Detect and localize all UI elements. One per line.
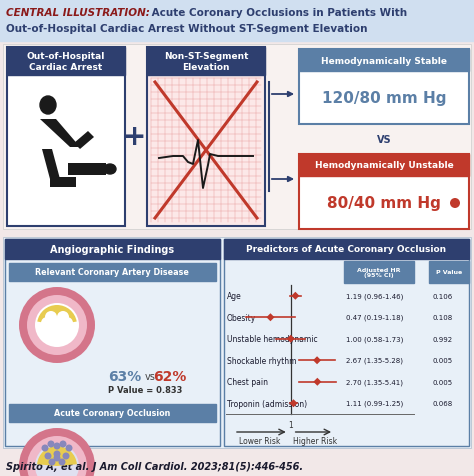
FancyBboxPatch shape: [3, 238, 471, 448]
Polygon shape: [74, 132, 94, 149]
Circle shape: [56, 323, 68, 335]
Text: 120/80 mm Hg: 120/80 mm Hg: [322, 91, 446, 106]
Circle shape: [41, 317, 53, 329]
Polygon shape: [40, 120, 80, 148]
FancyBboxPatch shape: [224, 239, 469, 446]
Circle shape: [51, 327, 63, 338]
FancyBboxPatch shape: [151, 79, 261, 223]
Wedge shape: [37, 446, 77, 466]
Circle shape: [65, 445, 73, 452]
Polygon shape: [68, 164, 106, 176]
Circle shape: [48, 458, 55, 466]
Text: vs: vs: [145, 371, 155, 381]
Circle shape: [45, 453, 52, 459]
Wedge shape: [37, 306, 77, 325]
Polygon shape: [290, 399, 298, 407]
FancyBboxPatch shape: [224, 239, 469, 259]
Text: 0.108: 0.108: [433, 315, 453, 320]
Polygon shape: [266, 314, 274, 322]
FancyBboxPatch shape: [147, 48, 265, 76]
FancyBboxPatch shape: [7, 48, 125, 227]
Text: Troponin (admission): Troponin (admission): [227, 399, 307, 408]
FancyBboxPatch shape: [344, 261, 414, 283]
Text: Hemodynamically Stable: Hemodynamically Stable: [321, 56, 447, 65]
Circle shape: [58, 458, 65, 466]
Text: 0.106: 0.106: [433, 293, 453, 299]
Text: Relevant Coronary Artery Disease: Relevant Coronary Artery Disease: [35, 268, 189, 277]
Text: P Value = 0.833: P Value = 0.833: [108, 386, 182, 395]
Ellipse shape: [40, 97, 56, 115]
Circle shape: [27, 436, 87, 476]
Text: 0.005: 0.005: [433, 379, 453, 385]
Text: Unstable hemodynamic: Unstable hemodynamic: [227, 335, 318, 344]
Polygon shape: [313, 357, 321, 365]
Polygon shape: [42, 149, 60, 179]
FancyBboxPatch shape: [429, 261, 469, 283]
Text: Out-of-Hospital
Cardiac Arrest: Out-of-Hospital Cardiac Arrest: [27, 52, 105, 71]
Text: P Value: P Value: [436, 270, 462, 275]
Text: 80/40 mm Hg: 80/40 mm Hg: [327, 196, 441, 211]
Circle shape: [19, 288, 95, 363]
Text: 1.00 (0.58-1.73): 1.00 (0.58-1.73): [346, 336, 403, 342]
Circle shape: [47, 441, 55, 447]
FancyBboxPatch shape: [7, 48, 125, 76]
Circle shape: [54, 443, 61, 449]
Text: 0.068: 0.068: [433, 400, 453, 407]
Circle shape: [450, 198, 460, 208]
Text: Chest pain: Chest pain: [227, 377, 268, 387]
Text: Acute Coronary Occlusions in Patients With: Acute Coronary Occlusions in Patients Wi…: [148, 8, 407, 18]
FancyBboxPatch shape: [299, 50, 469, 72]
Text: Lower Risk: Lower Risk: [239, 436, 281, 446]
Text: 0.47 (0.19-1.18): 0.47 (0.19-1.18): [346, 314, 403, 321]
Text: Non-ST-Segment
Elevation: Non-ST-Segment Elevation: [164, 52, 248, 71]
FancyBboxPatch shape: [299, 155, 469, 177]
Text: Angiographic Findings: Angiographic Findings: [50, 245, 174, 255]
Circle shape: [63, 453, 70, 459]
Circle shape: [61, 317, 73, 329]
Ellipse shape: [104, 165, 116, 175]
Text: 1.19 (0.96-1.46): 1.19 (0.96-1.46): [346, 293, 403, 299]
Circle shape: [35, 303, 79, 347]
Circle shape: [27, 296, 87, 355]
FancyBboxPatch shape: [5, 239, 220, 259]
Circle shape: [54, 451, 61, 457]
Text: 1.11 (0.99-1.25): 1.11 (0.99-1.25): [346, 400, 403, 407]
Polygon shape: [287, 335, 295, 343]
Polygon shape: [313, 378, 321, 386]
Text: 1: 1: [288, 420, 293, 429]
Text: Hemodynamically Unstable: Hemodynamically Unstable: [315, 161, 453, 170]
Circle shape: [51, 317, 63, 329]
FancyBboxPatch shape: [299, 50, 469, 125]
Text: VS: VS: [377, 135, 392, 145]
Text: 63%: 63%: [109, 369, 142, 383]
Text: 2.70 (1.35-5.41): 2.70 (1.35-5.41): [346, 379, 403, 385]
Text: 0.992: 0.992: [433, 336, 453, 342]
Circle shape: [54, 455, 61, 462]
Circle shape: [45, 311, 57, 323]
FancyBboxPatch shape: [299, 155, 469, 229]
Text: Predictors of Acute Coronary Occlusion: Predictors of Acute Coronary Occlusion: [246, 245, 446, 254]
Circle shape: [57, 311, 69, 323]
FancyBboxPatch shape: [9, 404, 216, 422]
Text: 2.67 (1.35-5.28): 2.67 (1.35-5.28): [346, 357, 403, 364]
Text: Age: Age: [227, 292, 242, 301]
Text: Shockable rhythm: Shockable rhythm: [227, 356, 297, 365]
Polygon shape: [292, 292, 300, 300]
Polygon shape: [50, 178, 76, 188]
Circle shape: [46, 323, 58, 335]
Text: Obesity: Obesity: [227, 313, 256, 322]
Text: Adjusted HR
(95% CI): Adjusted HR (95% CI): [357, 267, 401, 278]
Circle shape: [35, 444, 79, 476]
Text: Spirito A, et al. J Am Coll Cardiol. 2023;81(5):446-456.: Spirito A, et al. J Am Coll Cardiol. 202…: [6, 461, 303, 471]
Circle shape: [19, 428, 95, 476]
Circle shape: [60, 441, 66, 447]
FancyBboxPatch shape: [5, 239, 220, 446]
Text: 0.005: 0.005: [433, 357, 453, 364]
Circle shape: [42, 445, 48, 452]
Text: Out-of-Hospital Cardiac Arrest Without ST-Segment Elevation: Out-of-Hospital Cardiac Arrest Without S…: [6, 24, 367, 34]
Text: CENTRAL ILLUSTRATION:: CENTRAL ILLUSTRATION:: [6, 8, 150, 18]
FancyBboxPatch shape: [9, 263, 216, 281]
FancyBboxPatch shape: [3, 45, 471, 229]
FancyBboxPatch shape: [0, 0, 474, 42]
